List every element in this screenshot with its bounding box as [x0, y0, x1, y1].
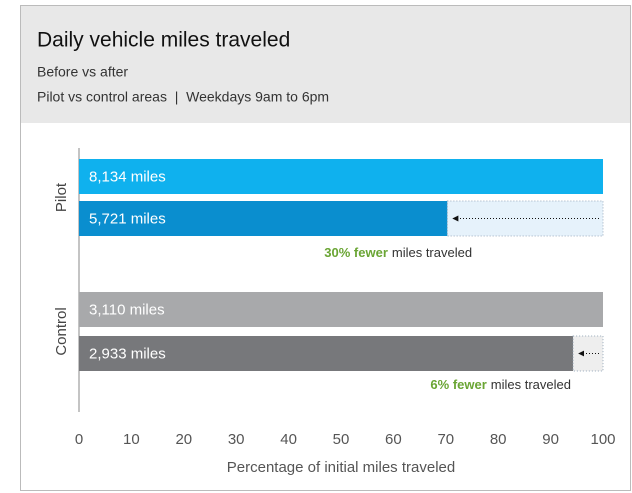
- x-tick-label: 100: [590, 431, 615, 448]
- chart-title: Daily vehicle miles traveled: [37, 29, 290, 52]
- bar: [79, 159, 603, 194]
- reduction-gap: [446, 200, 604, 237]
- x-tick-label: 0: [75, 431, 83, 448]
- annotation-highlight: 6% fewer: [430, 377, 486, 392]
- subtitle: Before vs after: [37, 64, 128, 80]
- annotation: 6% fewer miles traveled: [430, 377, 571, 392]
- x-tick-label: 40: [280, 431, 297, 448]
- annotation-text: miles traveled: [491, 377, 571, 392]
- x-tick-label: 90: [542, 431, 559, 448]
- bar: [79, 336, 574, 371]
- annotation-text: miles traveled: [392, 245, 472, 260]
- value-label: 5,721 miles: [89, 210, 166, 227]
- value-label: 2,933 miles: [89, 345, 166, 362]
- x-tick-label: 20: [175, 431, 192, 448]
- header: [21, 6, 630, 123]
- annotation-highlight: 30% fewer: [324, 245, 388, 260]
- annotation: 30% fewer miles traveled: [324, 245, 472, 260]
- x-tick-label: 50: [333, 431, 350, 448]
- x-axis-title: Percentage of initial miles traveled: [227, 459, 455, 476]
- x-tick-label: 70: [437, 431, 454, 448]
- group-label: Control: [53, 307, 70, 355]
- x-tick-label: 80: [490, 431, 507, 448]
- bar: [79, 292, 603, 327]
- subtitle: Pilot vs control areas | Weekdays 9am to…: [37, 89, 329, 105]
- x-tick-label: 60: [385, 431, 402, 448]
- x-tick-label: 30: [228, 431, 245, 448]
- x-tick-label: 10: [123, 431, 140, 448]
- bar: [79, 201, 448, 236]
- value-label: 3,110 miles: [89, 301, 165, 318]
- group-label: Pilot: [53, 182, 70, 212]
- value-label: 8,134 miles: [89, 168, 166, 185]
